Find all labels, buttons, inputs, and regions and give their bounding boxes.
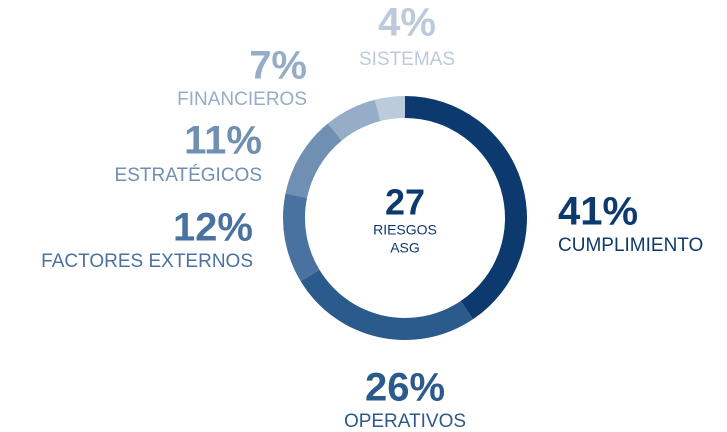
center-value: 27 (385, 182, 425, 223)
value-label: 26% (365, 366, 445, 410)
slice (327, 99, 381, 141)
category-label: FINANCIEROS (177, 89, 307, 110)
value-label: 11% (184, 119, 262, 163)
category-label: ESTRATÉGICOS (115, 165, 262, 186)
center-label: RIESGOS (373, 222, 437, 238)
category-label: CUMPLIMIENTO (558, 235, 703, 256)
category-label: OPERATIVOS (344, 411, 466, 432)
value-label: 12% (173, 206, 253, 250)
category-label: FACTORES EXTERNOS (41, 251, 253, 272)
value-label: 4% (378, 1, 436, 45)
category-label: SISTEMAS (359, 49, 455, 70)
value-label: 41% (558, 190, 638, 234)
slice (405, 96, 527, 320)
slice (374, 96, 405, 122)
slice (300, 269, 473, 340)
value-label: 7% (249, 44, 307, 88)
center-label: ASG (390, 240, 420, 256)
slice (285, 123, 342, 198)
slice (282, 193, 320, 282)
